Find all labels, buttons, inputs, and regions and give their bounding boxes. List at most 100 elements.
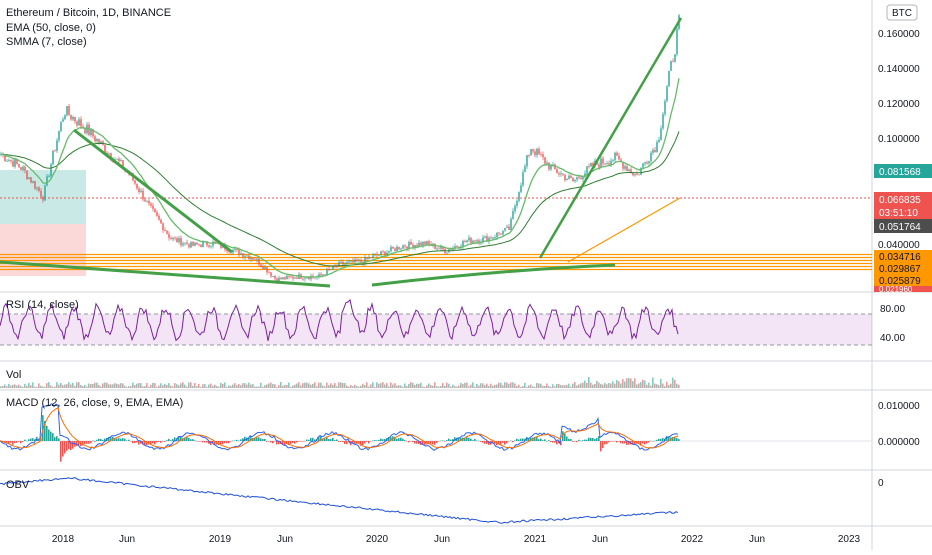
macd-histogram-bar xyxy=(660,438,662,441)
candle-body xyxy=(292,276,294,279)
volume-bar xyxy=(230,385,232,388)
volume-bar xyxy=(282,385,284,388)
candle-body xyxy=(492,237,494,239)
rsi-legend[interactable]: RSI (14, close) xyxy=(6,299,79,311)
macd-histogram-bar xyxy=(536,437,538,441)
macd-histogram-bar xyxy=(22,441,24,442)
volume-bar xyxy=(652,377,654,388)
currency-badge[interactable] xyxy=(886,4,918,21)
candle-body xyxy=(168,233,170,238)
volume-bar xyxy=(142,386,144,388)
candle-body xyxy=(146,200,148,202)
volume-bar xyxy=(46,383,48,388)
candle-body xyxy=(676,28,678,55)
candle-body xyxy=(274,276,276,279)
candle-body xyxy=(198,244,200,246)
ema-legend[interactable]: EMA (50, close, 0) xyxy=(6,22,96,34)
candle-body xyxy=(654,149,656,153)
volume-bar xyxy=(370,384,372,388)
candle-body xyxy=(536,148,538,156)
candle-body xyxy=(196,242,198,245)
macd-histogram-bar xyxy=(574,441,576,442)
rising-trendline[interactable] xyxy=(538,17,683,259)
volume-bar xyxy=(204,383,206,388)
candle-body xyxy=(184,242,186,244)
macd-histogram-bar xyxy=(268,440,270,442)
macd-histogram-bar xyxy=(528,438,530,441)
candle-body xyxy=(324,274,326,276)
macd-histogram-bar xyxy=(400,437,402,441)
volume-bar xyxy=(90,384,92,388)
candle-body xyxy=(56,140,58,151)
macd-histogram-bar xyxy=(562,431,564,441)
candle-body xyxy=(550,165,552,170)
candle-body xyxy=(190,242,192,248)
macd-histogram-bar xyxy=(404,440,406,441)
macd-histogram-bar xyxy=(446,440,448,441)
candle-body xyxy=(328,269,330,271)
candle-body xyxy=(36,187,38,189)
candle-body xyxy=(80,119,82,127)
lower-curve-right[interactable] xyxy=(371,263,616,287)
volume-bar xyxy=(678,384,680,388)
candle-body xyxy=(436,248,438,250)
macd-histogram-bar xyxy=(384,438,386,441)
macd-histogram-bar xyxy=(342,441,344,443)
volume-bar xyxy=(74,386,76,388)
macd-histogram-bar xyxy=(554,441,556,443)
macd-histogram-bar xyxy=(650,440,652,442)
candle-body xyxy=(318,274,320,277)
volume-bar xyxy=(622,379,624,388)
volume-bar xyxy=(94,382,96,388)
obv-legend[interactable]: OBV xyxy=(6,479,30,491)
candle-body xyxy=(304,278,306,280)
macd-histogram-bar xyxy=(588,437,590,441)
macd-histogram-bar xyxy=(88,441,90,444)
volume-bar xyxy=(548,385,550,388)
volume-bar xyxy=(156,386,158,388)
candle-body xyxy=(268,272,270,274)
macd-legend[interactable]: MACD (12, 26, close, 9, EMA, EMA) xyxy=(6,397,183,409)
lower-trendline-left[interactable] xyxy=(0,260,331,288)
candle-body xyxy=(262,266,264,269)
volume-bar xyxy=(434,382,436,388)
volume-bar xyxy=(460,383,462,388)
volume-bar xyxy=(226,386,228,388)
volume-bar xyxy=(658,384,660,388)
main-legend: Ethereum / Bitcoin, 1D, BINANCE EMA (50,… xyxy=(6,7,171,48)
volume-bar xyxy=(638,383,640,388)
vol-legend[interactable]: Vol xyxy=(6,369,21,381)
macd-histogram-bar xyxy=(388,437,390,441)
candle-body xyxy=(400,248,402,250)
symbol-title[interactable]: Ethereum / Bitcoin, 1D, BINANCE xyxy=(6,7,171,19)
candle-body xyxy=(398,246,400,250)
candle-body xyxy=(488,237,490,242)
candle-body xyxy=(186,242,188,245)
candle-body xyxy=(282,277,284,280)
volume-bar xyxy=(464,382,466,388)
volume-bar xyxy=(380,383,382,388)
orange-support-ray[interactable] xyxy=(567,197,681,263)
volume-bar xyxy=(176,384,178,388)
volume-bar xyxy=(112,384,114,388)
volume-bar xyxy=(336,386,338,388)
volume-bar xyxy=(458,385,460,388)
volume-bar xyxy=(150,384,152,388)
candle-body xyxy=(586,166,588,174)
candle-body xyxy=(74,116,76,122)
candle-body xyxy=(294,277,296,279)
candle-body xyxy=(612,160,614,161)
macd-histogram-bar xyxy=(6,441,8,443)
descending-trendline[interactable] xyxy=(73,128,233,254)
smma-legend[interactable]: SMMA (7, close) xyxy=(6,36,87,48)
obv-tick: 0 xyxy=(878,478,884,489)
support-lines[interactable] xyxy=(0,253,872,271)
volume-bar xyxy=(574,382,576,388)
volume-bar xyxy=(154,383,156,388)
volume-bar xyxy=(506,382,508,388)
macd-histogram-bar xyxy=(662,438,664,441)
candle-body xyxy=(514,205,516,212)
macd-histogram-bar xyxy=(78,441,80,446)
price-tick: 0.160000 xyxy=(878,29,920,40)
